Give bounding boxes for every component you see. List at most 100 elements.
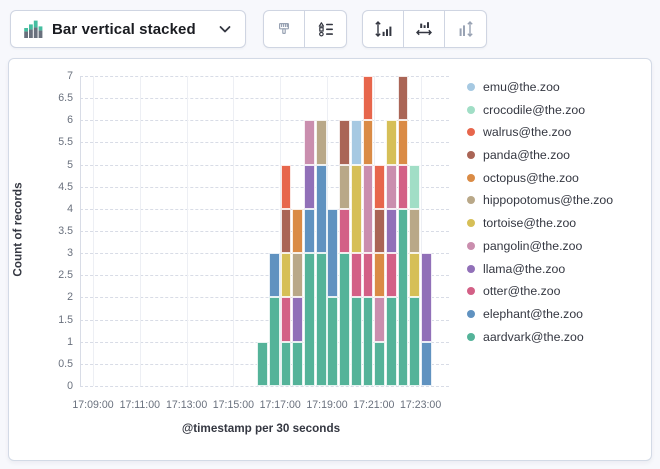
bar-segment[interactable] <box>385 297 397 386</box>
bar-segment[interactable] <box>339 208 350 254</box>
bar-segment[interactable] <box>292 208 304 254</box>
legend-label: aardvark@the.zoo <box>483 329 584 344</box>
bar-segment[interactable] <box>280 341 292 386</box>
visual-options-button[interactable] <box>305 10 347 48</box>
y-tick-label: 0.5 <box>58 357 73 370</box>
x-tick-label: 17:23:00 <box>399 399 442 411</box>
y-tick-label: 7 <box>67 70 73 82</box>
legend-item[interactable]: panda@the.zoo <box>467 147 613 163</box>
bar-segment[interactable] <box>362 297 374 386</box>
legend-color-dot <box>467 332 475 341</box>
expand-y-axis-button[interactable] <box>362 10 404 48</box>
y-gridline <box>80 231 449 232</box>
bar-segment[interactable] <box>257 341 269 386</box>
bar-segment[interactable] <box>292 341 304 386</box>
y-tick-label: 2.5 <box>58 269 73 282</box>
y-tick-label: 2 <box>67 291 73 304</box>
bar-segment[interactable] <box>409 164 421 209</box>
legend-item[interactable]: walrus@the.zoo <box>467 124 613 140</box>
legend-label: octopus@the.zoo <box>483 170 579 185</box>
legend-item[interactable]: hippopotomus@the.zoo <box>467 192 613 208</box>
bar-segment[interactable] <box>315 253 327 386</box>
bar-segment[interactable] <box>350 253 362 298</box>
bar-segment[interactable] <box>304 120 315 165</box>
bar-segment[interactable] <box>385 120 397 165</box>
bar-segment[interactable] <box>362 120 374 165</box>
legend-color-dot <box>467 196 475 205</box>
y-tick-label: 3.5 <box>58 225 73 237</box>
toolbar: Bar vertical stacked <box>0 0 660 58</box>
bar-segment[interactable] <box>374 164 386 209</box>
y-gridline <box>80 319 449 321</box>
legend-item[interactable]: aardvark@the.zoo <box>467 329 613 345</box>
y-gridline <box>80 120 449 122</box>
bar-segment[interactable] <box>397 164 409 209</box>
bar-segment[interactable] <box>304 253 315 386</box>
vertical-collapse-bars-icon <box>456 19 476 39</box>
bar-segment[interactable] <box>374 253 386 298</box>
legend-item[interactable]: llama@the.zoo <box>467 261 613 277</box>
bar-segment[interactable] <box>421 341 432 386</box>
legend-color-dot <box>467 264 475 273</box>
bar-segment[interactable] <box>397 76 409 121</box>
bar-segment[interactable] <box>280 164 292 209</box>
legend-item[interactable]: pangolin@the.zoo <box>467 238 613 254</box>
legend-label: hippopotomus@the.zoo <box>483 193 614 208</box>
bar-segment[interactable] <box>304 208 315 254</box>
legend-item[interactable]: elephant@the.zoo <box>467 306 613 322</box>
legend-item[interactable]: tortoise@the.zoo <box>467 215 613 231</box>
chart-type-label: Bar vertical stacked <box>52 20 196 38</box>
legend-item[interactable]: otter@the.zoo <box>467 283 613 299</box>
bar-segment[interactable] <box>421 253 432 342</box>
list-options-icon <box>318 21 334 37</box>
y-gridline <box>80 253 449 255</box>
legend-label: otter@the.zoo <box>483 284 561 299</box>
bar-segment[interactable] <box>292 253 304 298</box>
legend-item[interactable]: crocodile@the.zoo <box>467 102 613 118</box>
legend-label: tortoise@the.zoo <box>483 216 577 231</box>
bar-segment[interactable] <box>362 76 374 121</box>
legend-color-dot <box>467 309 475 318</box>
legend-color-dot <box>467 151 475 160</box>
bar-segment[interactable] <box>385 164 397 209</box>
bar-segment[interactable] <box>374 208 386 254</box>
bar-segment[interactable] <box>397 208 409 386</box>
bar-segment[interactable] <box>304 164 315 209</box>
bar-segment[interactable] <box>280 208 292 254</box>
bar-segment[interactable] <box>315 120 327 165</box>
y-tick-label: 5.5 <box>58 136 73 149</box>
bar-segment[interactable] <box>350 120 362 165</box>
legend-color-dot <box>467 287 475 296</box>
legend-item[interactable]: emu@the.zoo <box>467 79 613 95</box>
x-gridline <box>420 76 422 386</box>
bar-segment[interactable] <box>374 341 386 386</box>
bar-segment[interactable] <box>327 208 339 298</box>
bar-segment[interactable] <box>327 297 339 386</box>
bar-segment[interactable] <box>339 120 350 165</box>
bar-segment[interactable] <box>315 164 327 254</box>
bar-segment[interactable] <box>362 164 374 254</box>
bar-segment[interactable] <box>409 253 421 298</box>
bar-segment[interactable] <box>292 297 304 342</box>
bar-segment[interactable] <box>350 164 362 254</box>
bar-segment[interactable] <box>409 297 421 386</box>
expand-x-axis-button[interactable] <box>403 10 446 48</box>
bar-segment[interactable] <box>397 120 409 165</box>
bar-segment[interactable] <box>268 253 280 298</box>
bar-segment[interactable] <box>350 297 362 386</box>
y-gridline <box>80 208 449 210</box>
chart-type-dropdown[interactable]: Bar vertical stacked <box>10 10 246 48</box>
bar-segment[interactable] <box>268 297 280 386</box>
bar-segment[interactable] <box>339 253 350 386</box>
bar-segment[interactable] <box>280 297 292 342</box>
bar-segment[interactable] <box>385 208 397 254</box>
legend-color-dot <box>467 241 475 250</box>
bar-segment[interactable] <box>280 253 292 298</box>
bar-segment[interactable] <box>339 164 350 209</box>
bar-segment[interactable] <box>362 253 374 298</box>
bar-segment[interactable] <box>409 208 421 254</box>
bar-segment[interactable] <box>374 297 386 342</box>
x-tick-label: 17:17:00 <box>259 399 301 411</box>
bar-segment[interactable] <box>385 253 397 298</box>
legend-item[interactable]: octopus@the.zoo <box>467 170 613 186</box>
